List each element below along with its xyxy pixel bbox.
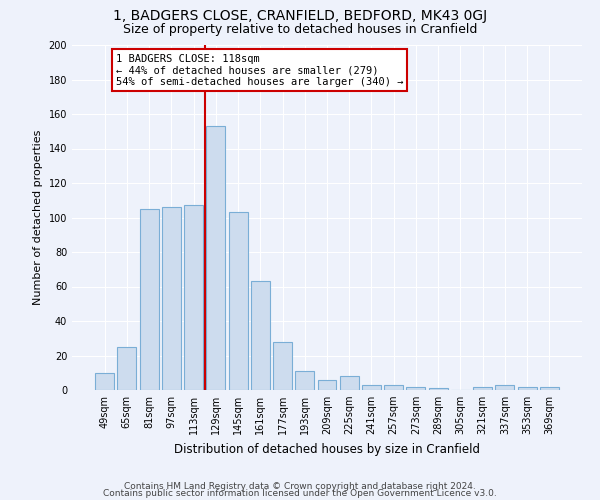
Text: Contains public sector information licensed under the Open Government Licence v3: Contains public sector information licen… [103, 490, 497, 498]
Bar [340, 376, 359, 390]
Bar [162, 207, 181, 390]
Bar [540, 386, 559, 390]
Bar [429, 388, 448, 390]
Text: 1 BADGERS CLOSE: 118sqm
← 44% of detached houses are smaller (279)
54% of semi-d: 1 BADGERS CLOSE: 118sqm ← 44% of detache… [116, 54, 403, 87]
Bar [317, 380, 337, 390]
Bar [362, 385, 381, 390]
Bar [473, 386, 492, 390]
Bar [251, 282, 270, 390]
Text: Size of property relative to detached houses in Cranfield: Size of property relative to detached ho… [123, 22, 477, 36]
Bar [140, 209, 158, 390]
Bar [518, 386, 536, 390]
Bar [229, 212, 248, 390]
Bar [384, 385, 403, 390]
Bar [295, 371, 314, 390]
Bar [118, 347, 136, 390]
Bar [206, 126, 225, 390]
Bar [95, 373, 114, 390]
Bar [406, 386, 425, 390]
Text: 1, BADGERS CLOSE, CRANFIELD, BEDFORD, MK43 0GJ: 1, BADGERS CLOSE, CRANFIELD, BEDFORD, MK… [113, 9, 487, 23]
Y-axis label: Number of detached properties: Number of detached properties [33, 130, 43, 305]
Text: Contains HM Land Registry data © Crown copyright and database right 2024.: Contains HM Land Registry data © Crown c… [124, 482, 476, 491]
X-axis label: Distribution of detached houses by size in Cranfield: Distribution of detached houses by size … [174, 442, 480, 456]
Bar [496, 385, 514, 390]
Bar [273, 342, 292, 390]
Bar [184, 206, 203, 390]
